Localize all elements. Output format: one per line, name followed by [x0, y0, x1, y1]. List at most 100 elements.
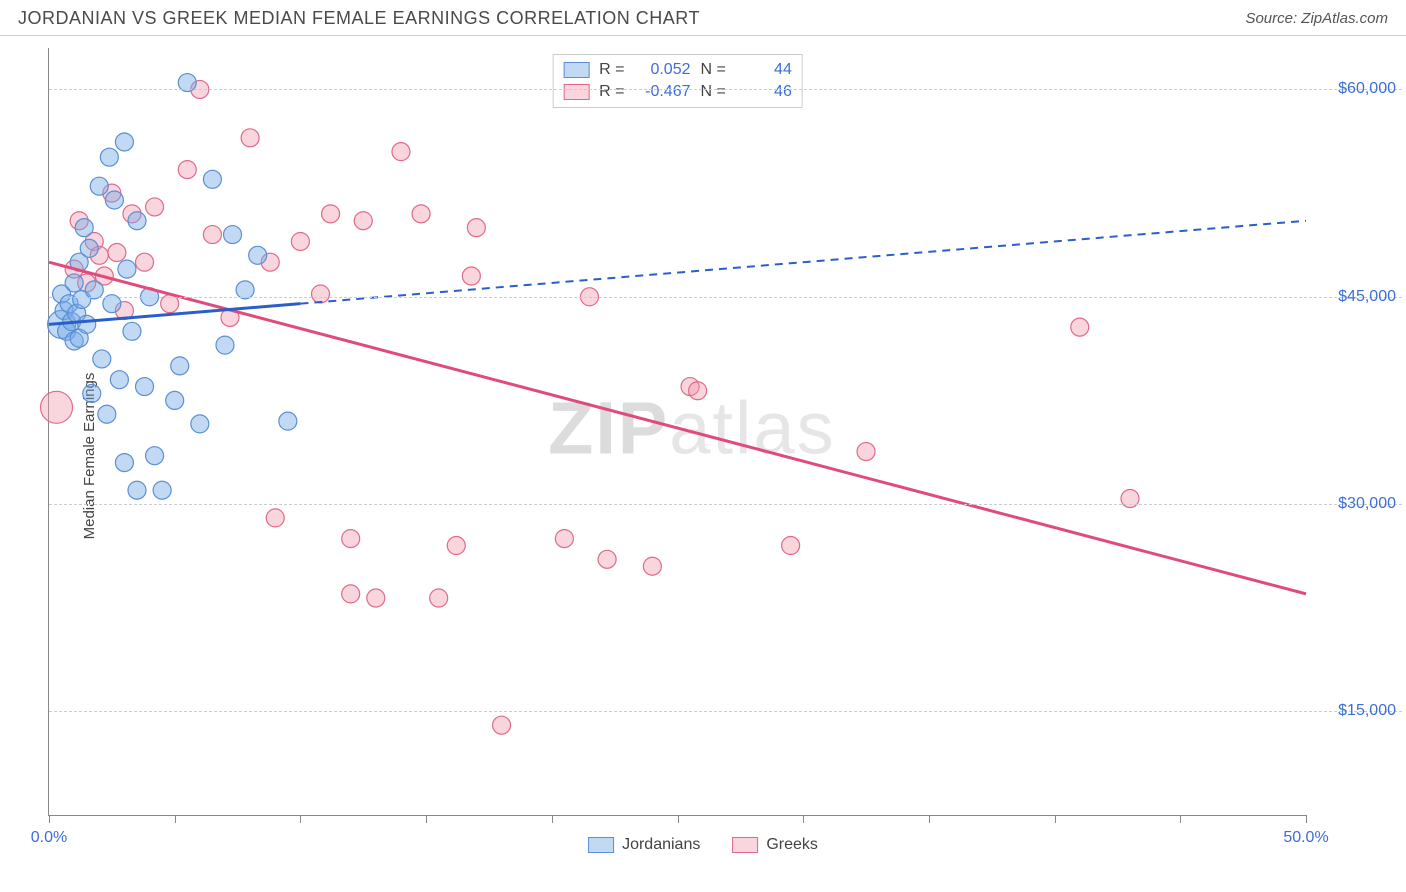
x-tick [552, 815, 553, 823]
r-label: R = [599, 61, 624, 79]
jordanians-point [100, 148, 118, 166]
y-tick-label: $15,000 [1338, 702, 1396, 720]
swatch-jordanians [563, 62, 589, 78]
chart-area: Median Female Earnings ZIPatlas R = 0.05… [0, 36, 1406, 876]
jordanians-point [153, 481, 171, 499]
chart-source: Source: ZipAtlas.com [1245, 10, 1388, 27]
r-value-greeks: -0.467 [635, 83, 691, 101]
legend-label-jordanians: Jordanians [622, 836, 700, 854]
jordanians-point [123, 322, 141, 340]
greeks-point [241, 129, 259, 147]
greeks-point [467, 219, 485, 237]
greeks-point [493, 716, 511, 734]
greeks-point [782, 537, 800, 555]
y-tick-label: $30,000 [1338, 495, 1396, 513]
swatch-jordanians [588, 837, 614, 853]
r-value-jordanians: 0.052 [635, 61, 691, 79]
greeks-point [857, 443, 875, 461]
jordanians-point [115, 454, 133, 472]
jordanians-point [98, 405, 116, 423]
greeks-point [689, 382, 707, 400]
x-tick [929, 815, 930, 823]
x-tick [49, 815, 50, 823]
x-tick [300, 815, 301, 823]
jordanians-point [78, 315, 96, 333]
jordanians-point [105, 191, 123, 209]
greeks-point [136, 253, 154, 271]
x-tick [678, 815, 679, 823]
plot-region: ZIPatlas R = 0.052 N = 44 R = -0.467 N =… [48, 48, 1306, 816]
jordanians-point [136, 378, 154, 396]
jordanians-point [279, 412, 297, 430]
greeks-point [462, 267, 480, 285]
greeks-point [598, 550, 616, 568]
jordanians-point [65, 274, 83, 292]
greeks-point [555, 530, 573, 548]
legend-row-jordanians: R = 0.052 N = 44 [563, 59, 792, 81]
jordanians-point [93, 350, 111, 368]
n-label: N = [701, 83, 726, 101]
x-tick [803, 815, 804, 823]
jordanians-point [203, 170, 221, 188]
series-legend: Jordanians Greeks [588, 836, 818, 854]
n-label: N = [701, 61, 726, 79]
jordanians-point [146, 447, 164, 465]
x-tick [1306, 815, 1307, 823]
jordanians-point [90, 177, 108, 195]
greeks-point [108, 244, 126, 262]
greeks-point [430, 589, 448, 607]
jordanians-point [171, 357, 189, 375]
greeks-point [447, 537, 465, 555]
n-value-jordanians: 44 [736, 61, 792, 79]
legend-item-jordanians: Jordanians [588, 836, 700, 854]
greeks-point [412, 205, 430, 223]
gridline [49, 504, 1402, 505]
chart-title: JORDANIAN VS GREEK MEDIAN FEMALE EARNING… [18, 8, 700, 29]
x-tick-label: 50.0% [1283, 829, 1328, 847]
greeks-point [41, 391, 73, 423]
greeks-trend-solid [49, 262, 1306, 594]
greeks-point [291, 232, 309, 250]
jordanians-point [216, 336, 234, 354]
greeks-point [1071, 318, 1089, 336]
correlation-legend: R = 0.052 N = 44 R = -0.467 N = 46 [552, 54, 803, 108]
jordanians-point [118, 260, 136, 278]
jordanians-trend-dashed [300, 221, 1306, 304]
greeks-point [354, 212, 372, 230]
plot-svg [49, 48, 1306, 815]
gridline [49, 89, 1402, 90]
jordanians-point [128, 481, 146, 499]
legend-row-greeks: R = -0.467 N = 46 [563, 81, 792, 103]
r-label: R = [599, 83, 624, 101]
greeks-point [146, 198, 164, 216]
legend-item-greeks: Greeks [732, 836, 818, 854]
greeks-point [312, 285, 330, 303]
jordanians-point [166, 391, 184, 409]
jordanians-point [83, 384, 101, 402]
jordanians-point [249, 246, 267, 264]
y-tick-label: $45,000 [1338, 288, 1396, 306]
greeks-point [322, 205, 340, 223]
gridline [49, 711, 1402, 712]
x-tick [175, 815, 176, 823]
swatch-greeks [563, 84, 589, 100]
greeks-point [203, 226, 221, 244]
jordanians-point [110, 371, 128, 389]
greeks-point [643, 557, 661, 575]
x-tick [1180, 815, 1181, 823]
jordanians-point [75, 219, 93, 237]
swatch-greeks [732, 837, 758, 853]
jordanians-point [128, 212, 146, 230]
gridline [49, 297, 1402, 298]
y-tick-label: $60,000 [1338, 80, 1396, 98]
greeks-point [266, 509, 284, 527]
x-tick [426, 815, 427, 823]
x-tick [1055, 815, 1056, 823]
jordanians-point [191, 415, 209, 433]
jordanians-point [224, 226, 242, 244]
chart-header: JORDANIAN VS GREEK MEDIAN FEMALE EARNING… [0, 0, 1406, 36]
n-value-greeks: 46 [736, 83, 792, 101]
x-tick-label: 0.0% [31, 829, 67, 847]
greeks-point [367, 589, 385, 607]
jordanians-point [80, 239, 98, 257]
